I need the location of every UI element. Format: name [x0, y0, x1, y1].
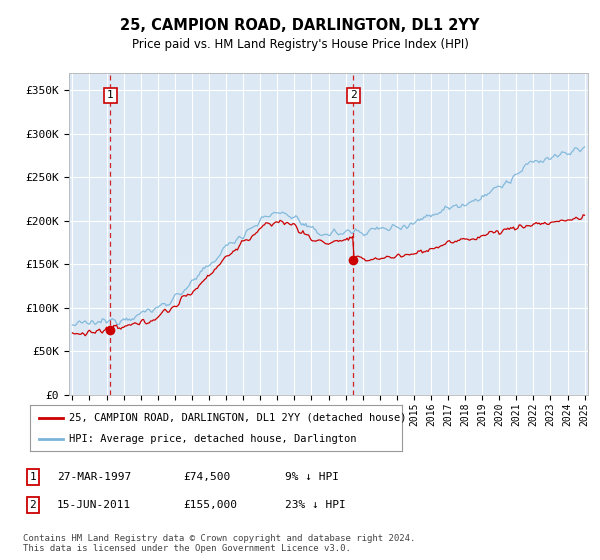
Text: Price paid vs. HM Land Registry's House Price Index (HPI): Price paid vs. HM Land Registry's House … — [131, 38, 469, 52]
Text: 9% ↓ HPI: 9% ↓ HPI — [285, 472, 339, 482]
Text: 25, CAMPION ROAD, DARLINGTON, DL1 2YY: 25, CAMPION ROAD, DARLINGTON, DL1 2YY — [121, 18, 479, 32]
Text: Contains HM Land Registry data © Crown copyright and database right 2024.
This d: Contains HM Land Registry data © Crown c… — [23, 534, 415, 553]
Text: 2: 2 — [29, 500, 37, 510]
Text: 1: 1 — [29, 472, 37, 482]
Text: 23% ↓ HPI: 23% ↓ HPI — [285, 500, 346, 510]
Text: 15-JUN-2011: 15-JUN-2011 — [57, 500, 131, 510]
Text: HPI: Average price, detached house, Darlington: HPI: Average price, detached house, Darl… — [69, 435, 356, 444]
Text: £74,500: £74,500 — [183, 472, 230, 482]
Text: £155,000: £155,000 — [183, 500, 237, 510]
Text: 25, CAMPION ROAD, DARLINGTON, DL1 2YY (detached house): 25, CAMPION ROAD, DARLINGTON, DL1 2YY (d… — [69, 413, 407, 423]
Text: 27-MAR-1997: 27-MAR-1997 — [57, 472, 131, 482]
Text: 1: 1 — [107, 90, 114, 100]
Text: 2: 2 — [350, 90, 357, 100]
